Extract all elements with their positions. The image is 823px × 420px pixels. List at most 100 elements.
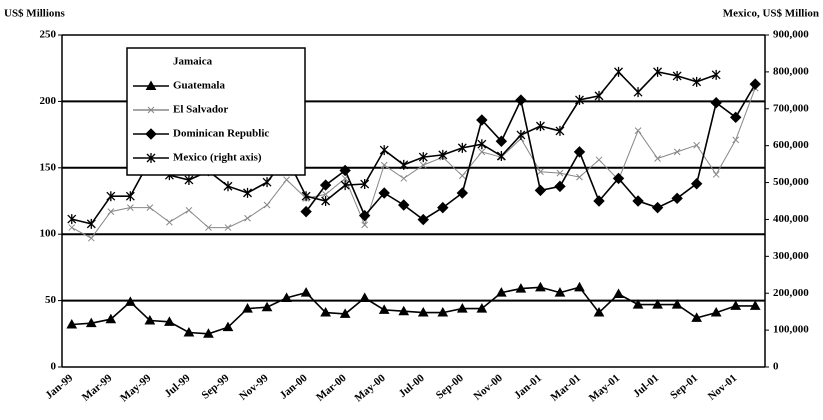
point <box>261 301 273 312</box>
point <box>476 303 488 313</box>
point <box>418 152 428 163</box>
y-tick-label: 200 <box>40 95 57 107</box>
point <box>86 218 96 229</box>
point <box>437 307 449 317</box>
point <box>672 70 682 81</box>
point <box>203 328 214 338</box>
x-tick-label: May-99 <box>118 372 154 405</box>
y-tick-label: 100 <box>40 228 57 240</box>
point <box>438 149 448 160</box>
x-tick-label: May-01 <box>587 372 622 404</box>
point <box>242 303 253 313</box>
point <box>417 307 429 317</box>
point <box>361 221 369 229</box>
point <box>398 199 410 211</box>
point <box>632 299 644 309</box>
point <box>319 179 332 191</box>
point <box>339 164 351 177</box>
point <box>457 142 467 153</box>
point <box>224 224 232 231</box>
point <box>575 94 584 105</box>
point <box>183 326 195 337</box>
y-axis-label: US$ Millions <box>4 8 66 20</box>
y2-axis-label: Mexico, US$ Million <box>723 8 819 20</box>
point <box>710 97 722 109</box>
legend-label: El Salvador <box>173 104 228 116</box>
point <box>534 184 547 197</box>
point <box>612 172 625 185</box>
y2-tick-label: 100,000 <box>773 324 809 336</box>
point <box>126 204 134 211</box>
x-tick-label: Jan-00 <box>278 372 310 402</box>
y-tick-label: 150 <box>40 161 57 173</box>
point <box>360 179 370 190</box>
point <box>146 153 156 163</box>
y2-tick-label: 800,000 <box>773 65 809 77</box>
legend-label: Dominican Republic <box>173 128 269 140</box>
point <box>262 177 272 188</box>
point <box>145 128 157 140</box>
point <box>711 69 721 80</box>
point <box>537 168 544 176</box>
point <box>573 146 586 158</box>
y2-tick-label: 400,000 <box>773 213 809 225</box>
point <box>535 281 546 292</box>
point <box>730 111 742 124</box>
point <box>691 312 703 322</box>
point <box>340 180 350 191</box>
x-tick-label: Sep-00 <box>434 372 466 402</box>
y-tick-label: 50 <box>45 294 57 306</box>
point <box>554 287 566 297</box>
point <box>535 121 545 132</box>
point <box>576 173 583 181</box>
series-line <box>71 286 756 335</box>
point <box>476 114 488 126</box>
point <box>554 180 566 193</box>
point <box>515 283 527 293</box>
point <box>205 224 212 231</box>
point <box>732 136 740 144</box>
point <box>124 296 136 306</box>
point <box>593 195 605 207</box>
x-tick-label: Nov-99 <box>237 372 271 403</box>
point <box>379 145 389 156</box>
y2-tick-label: 200,000 <box>773 287 809 299</box>
x-tick-label: Jul-00 <box>397 372 428 400</box>
point <box>632 195 644 207</box>
y2-tick-label: 0 <box>773 361 779 373</box>
point <box>710 307 722 317</box>
point <box>322 191 329 198</box>
point <box>555 125 565 136</box>
point <box>105 313 117 324</box>
point <box>515 94 527 106</box>
point <box>380 161 388 169</box>
point <box>437 201 449 214</box>
point <box>400 175 408 182</box>
series-line <box>71 70 717 225</box>
series-line <box>71 87 756 239</box>
point <box>301 191 311 202</box>
x-tick-label: Nov-00 <box>471 372 505 403</box>
point <box>378 304 390 314</box>
point <box>67 214 77 225</box>
point <box>749 78 761 90</box>
point <box>184 174 194 185</box>
x-tick-label: Sep-01 <box>668 372 700 402</box>
point <box>68 224 76 231</box>
y-tick-label: 250 <box>40 29 57 41</box>
point <box>223 181 233 192</box>
point <box>634 127 642 134</box>
legend-label: Mexico (right axis) <box>173 152 262 164</box>
point <box>690 178 703 190</box>
point <box>749 300 761 310</box>
y-tick-label: 0 <box>51 361 57 373</box>
point <box>692 76 702 87</box>
point <box>147 106 155 114</box>
point <box>87 234 95 242</box>
point <box>516 129 526 140</box>
point <box>125 191 135 202</box>
point <box>321 196 331 206</box>
x-tick-label: Mar-00 <box>314 372 349 404</box>
point <box>496 150 506 161</box>
